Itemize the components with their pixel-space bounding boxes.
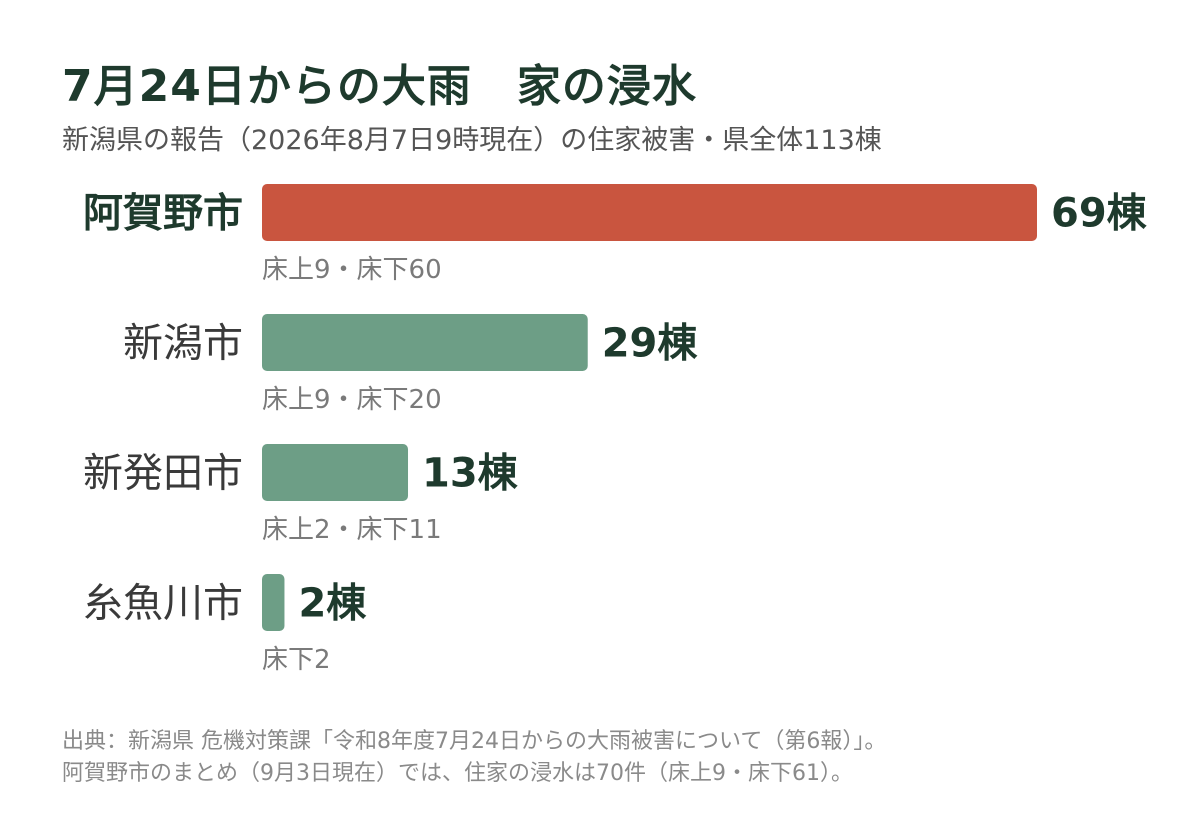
bar [262, 444, 409, 501]
value-label: 29棟 [602, 321, 699, 367]
breakdown-label: 床上9・床下20 [262, 385, 442, 415]
breakdown-label: 床上9・床下60 [262, 255, 442, 285]
source-note: 出典：新潟県 危機対策課「令和8年度7月24日からの大雨被害について（第6報）」… [62, 726, 886, 790]
category-label: 新発田市 [83, 451, 243, 497]
breakdown-label: 床下2 [262, 645, 331, 675]
chart-title: 7月24日からの大雨 家の浸水 [62, 61, 697, 112]
value-label: 13棟 [422, 451, 519, 497]
bar [262, 184, 1037, 241]
value-label: 2棟 [298, 581, 367, 627]
chart-subtitle: 新潟県の報告（2026年8月7日9時現在）の住家被害・県全体113棟 [62, 125, 882, 156]
category-label: 新潟市 [123, 321, 243, 367]
source-line-1: 出典：新潟県 危機対策課「令和8年度7月24日からの大雨被害について（第6報）」… [62, 729, 887, 754]
bar [262, 574, 285, 631]
source-line-2: 阿賀野市のまとめ（9月3日現在）では、住家の浸水は70件（床上9・床下61）。 [62, 761, 853, 786]
value-label: 69棟 [1051, 191, 1148, 237]
breakdown-label: 床上2・床下11 [262, 515, 442, 545]
bar [262, 314, 588, 371]
category-label: 糸魚川市 [83, 581, 243, 627]
category-label: 阿賀野市 [83, 191, 243, 237]
